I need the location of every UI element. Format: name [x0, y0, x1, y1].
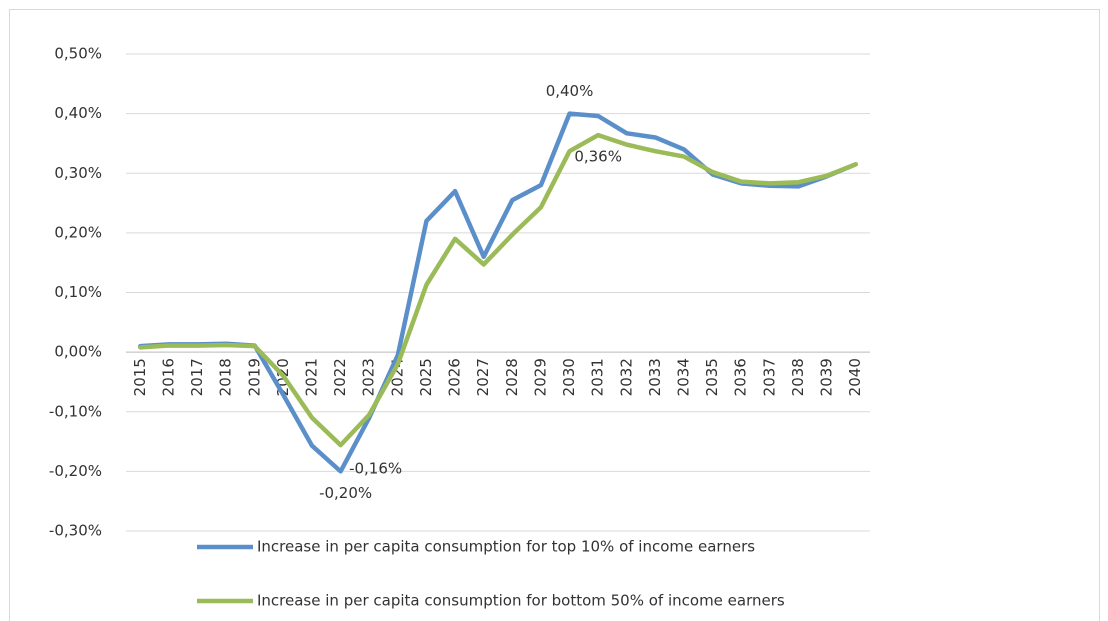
x-tick-label: 2034 [675, 358, 693, 396]
x-tick-label: 2022 [331, 358, 349, 396]
x-tick-label: 2031 [589, 358, 607, 396]
x-tick-label: 2030 [560, 358, 578, 396]
y-tick-label: 0,20% [54, 223, 102, 241]
x-tick-label: 2021 [303, 358, 321, 396]
x-tick-label: 2023 [360, 358, 378, 396]
x-tick-label: 2027 [474, 358, 492, 396]
y-tick-label: 0,10% [54, 283, 102, 301]
y-tick-label: 0,00% [54, 343, 102, 361]
x-tick-label: 2018 [217, 358, 235, 396]
data-label: 0,40% [546, 82, 594, 100]
legend-label: Increase in per capita consumption for b… [257, 592, 785, 610]
x-tick-label: 2035 [703, 358, 721, 396]
y-tick-label: 0,50% [54, 45, 102, 63]
y-tick-label: -0,30% [49, 522, 102, 540]
x-tick-label: 2017 [188, 358, 206, 396]
x-tick-label: 2028 [503, 358, 521, 396]
y-tick-label: 0,30% [54, 164, 102, 182]
chart-border [9, 9, 1100, 621]
x-tick-label: 2015 [131, 358, 149, 396]
data-label: -0,16% [349, 460, 402, 478]
y-tick-label: 0,40% [54, 104, 102, 122]
legend-label: Increase in per capita consumption for t… [257, 538, 755, 556]
x-tick-label: 2026 [446, 358, 464, 396]
x-tick-label: 2038 [789, 358, 807, 396]
x-tick-label: 2040 [846, 358, 864, 396]
x-tick-label: 2016 [159, 358, 177, 396]
x-tick-label: 2032 [617, 358, 635, 396]
x-tick-label: 2029 [531, 358, 549, 396]
x-tick-label: 2025 [417, 358, 435, 396]
y-tick-label: -0,10% [49, 402, 102, 420]
x-tick-label: 2037 [760, 358, 778, 396]
series-line [138, 132, 858, 448]
x-tick-label: 2019 [245, 358, 263, 396]
x-tick-label: 2036 [732, 358, 750, 396]
data-label: 0,36% [574, 148, 622, 166]
data-label: -0,20% [319, 484, 372, 502]
x-tick-label: 2039 [818, 358, 836, 396]
x-tick-label: 2033 [646, 358, 664, 396]
y-tick-label: -0,20% [49, 462, 102, 480]
